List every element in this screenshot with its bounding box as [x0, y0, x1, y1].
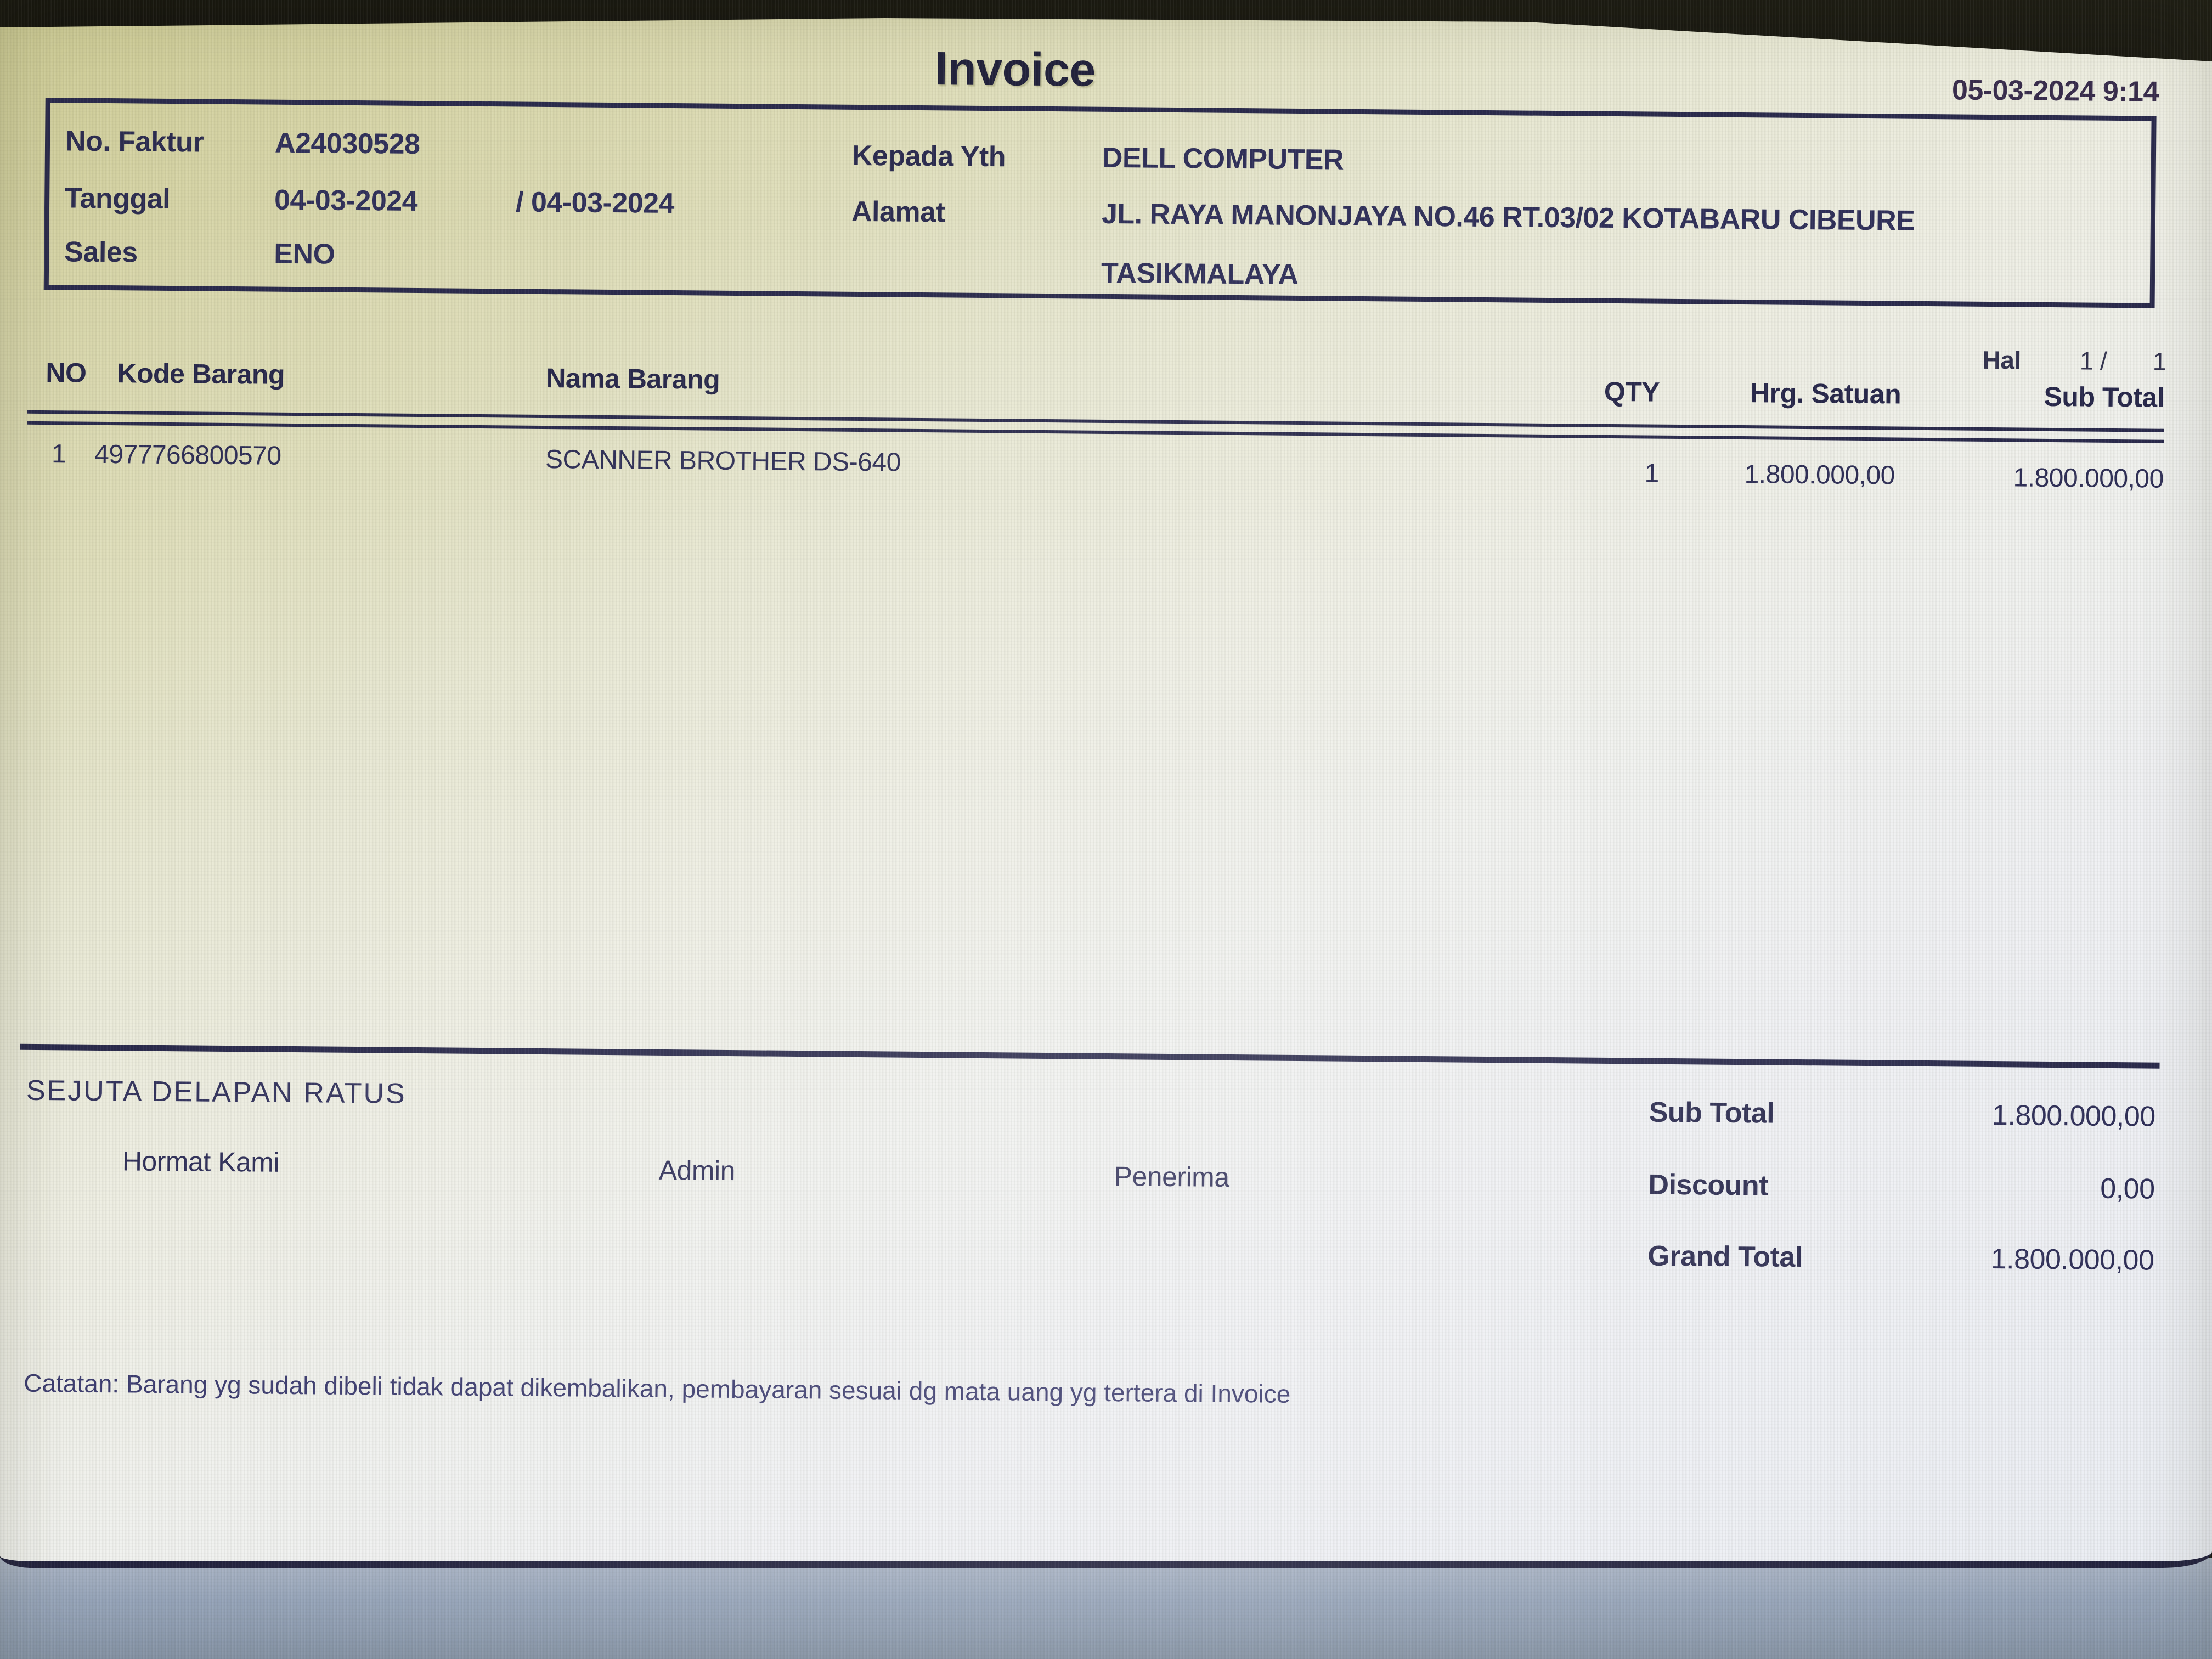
signature-hormat-kami: Hormat Kami [122, 1146, 280, 1178]
alamat-value-line1: JL. RAYA MANONJAYA NO.46 RT.03/02 KOTABA… [1101, 198, 1915, 237]
totals-rule [20, 1043, 2160, 1069]
grand-total-value: 1.800.000,00 [1990, 1243, 2154, 1277]
page-indicator-current: 1 / [2079, 346, 2107, 375]
alamat-label: Alamat [851, 195, 945, 229]
footer-note: Catatan: Barang yg sudah dibeli tidak da… [24, 1368, 1291, 1408]
kepada-value: DELL COMPUTER [1102, 142, 1344, 176]
app-background-band [0, 1558, 2212, 1659]
header-rule-bottom [27, 421, 2164, 443]
no-faktur-value: A24030528 [274, 127, 420, 160]
col-header-nama-barang: Nama Barang [546, 363, 720, 395]
tanggal-value: 04-03-2024 [274, 184, 418, 217]
invoice-content: Invoice 05-03-2024 9:14 No. Faktur A2403… [20, 42, 2167, 1408]
sales-value: ENO [274, 238, 335, 270]
alamat-value-line2: TASIKMALAYA [1101, 257, 1299, 291]
amount-in-words: SEJUTA DELAPAN RATUS [26, 1074, 407, 1110]
col-header-qty: QTY [1604, 376, 1660, 408]
kepada-label: Kepada Yth [851, 139, 1006, 173]
subtotal-value: 1.800.000,00 [1991, 1099, 2155, 1133]
discount-value: 0,00 [2100, 1172, 2155, 1205]
row-nama-barang: SCANNER BROTHER DS-640 [545, 445, 901, 477]
header-rule-top [27, 410, 2164, 432]
col-header-hrg-satuan: Hrg. Satuan [1750, 377, 1901, 410]
invoice-page [0, 15, 2212, 1568]
tanggal-due-value: / 04-03-2024 [515, 186, 675, 220]
col-header-no: NO [46, 357, 87, 388]
sales-label: Sales [64, 236, 138, 269]
tanggal-label: Tanggal [64, 182, 171, 216]
subtotal-label: Sub Total [1649, 1096, 1775, 1130]
signature-penerima: Penerima [1114, 1161, 1229, 1193]
row-no: 1 [51, 439, 66, 469]
row-sub-total: 1.800.000,00 [2013, 463, 2164, 494]
signature-admin: Admin [658, 1154, 736, 1187]
row-qty: 1 [1644, 459, 1660, 488]
row-kode-barang: 4977766800570 [94, 439, 281, 471]
discount-label: Discount [1648, 1169, 1769, 1202]
col-header-sub-total: Sub Total [2044, 381, 2165, 413]
no-faktur-label: No. Faktur [65, 125, 204, 159]
page-indicator-total: 1 [2152, 347, 2167, 376]
invoice-info-box: No. Faktur A24030528 Tanggal 04-03-2024 … [43, 98, 2157, 308]
grand-total-label: Grand Total [1647, 1240, 1803, 1274]
page-indicator-label: Hal [1982, 345, 2022, 375]
row-hrg-satuan: 1.800.000,00 [1744, 460, 1895, 490]
print-datetime: 05-03-2024 9:14 [1951, 74, 2159, 108]
col-header-kode-barang: Kode Barang [117, 358, 285, 390]
